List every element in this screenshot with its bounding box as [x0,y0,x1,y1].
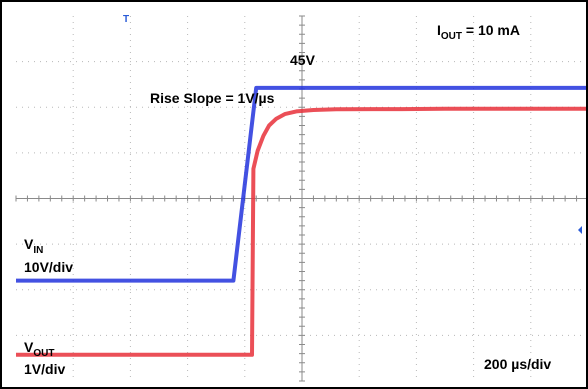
iout-value: = 10 mA [462,22,520,38]
channel-level-marker [578,226,582,234]
vout-scale-label: 1V/div [24,361,65,377]
trace-vin [16,85,588,283]
vin-channel-label: VIN [24,236,43,256]
trace-vout [16,106,588,357]
vin-main: V [24,236,34,252]
iout-main: I [437,22,441,38]
graticule [15,15,588,382]
output-current-label: IOUT = 10 mA [437,22,520,42]
rise-slope-label: Rise Slope = 1V/µs [150,90,275,106]
traces [16,85,588,357]
peak-voltage-label: 45V [290,52,316,68]
vout-main: V [24,339,34,355]
vin-scale-label: 10V/div [24,259,73,275]
vout-sub: OUT [33,348,54,359]
timebase-label: 200 µs/div [484,356,551,372]
vin-sub: IN [33,245,43,256]
trigger-marker: T [123,14,129,25]
vout-channel-label: VOUT [24,339,54,359]
iout-sub: OUT [441,31,462,42]
